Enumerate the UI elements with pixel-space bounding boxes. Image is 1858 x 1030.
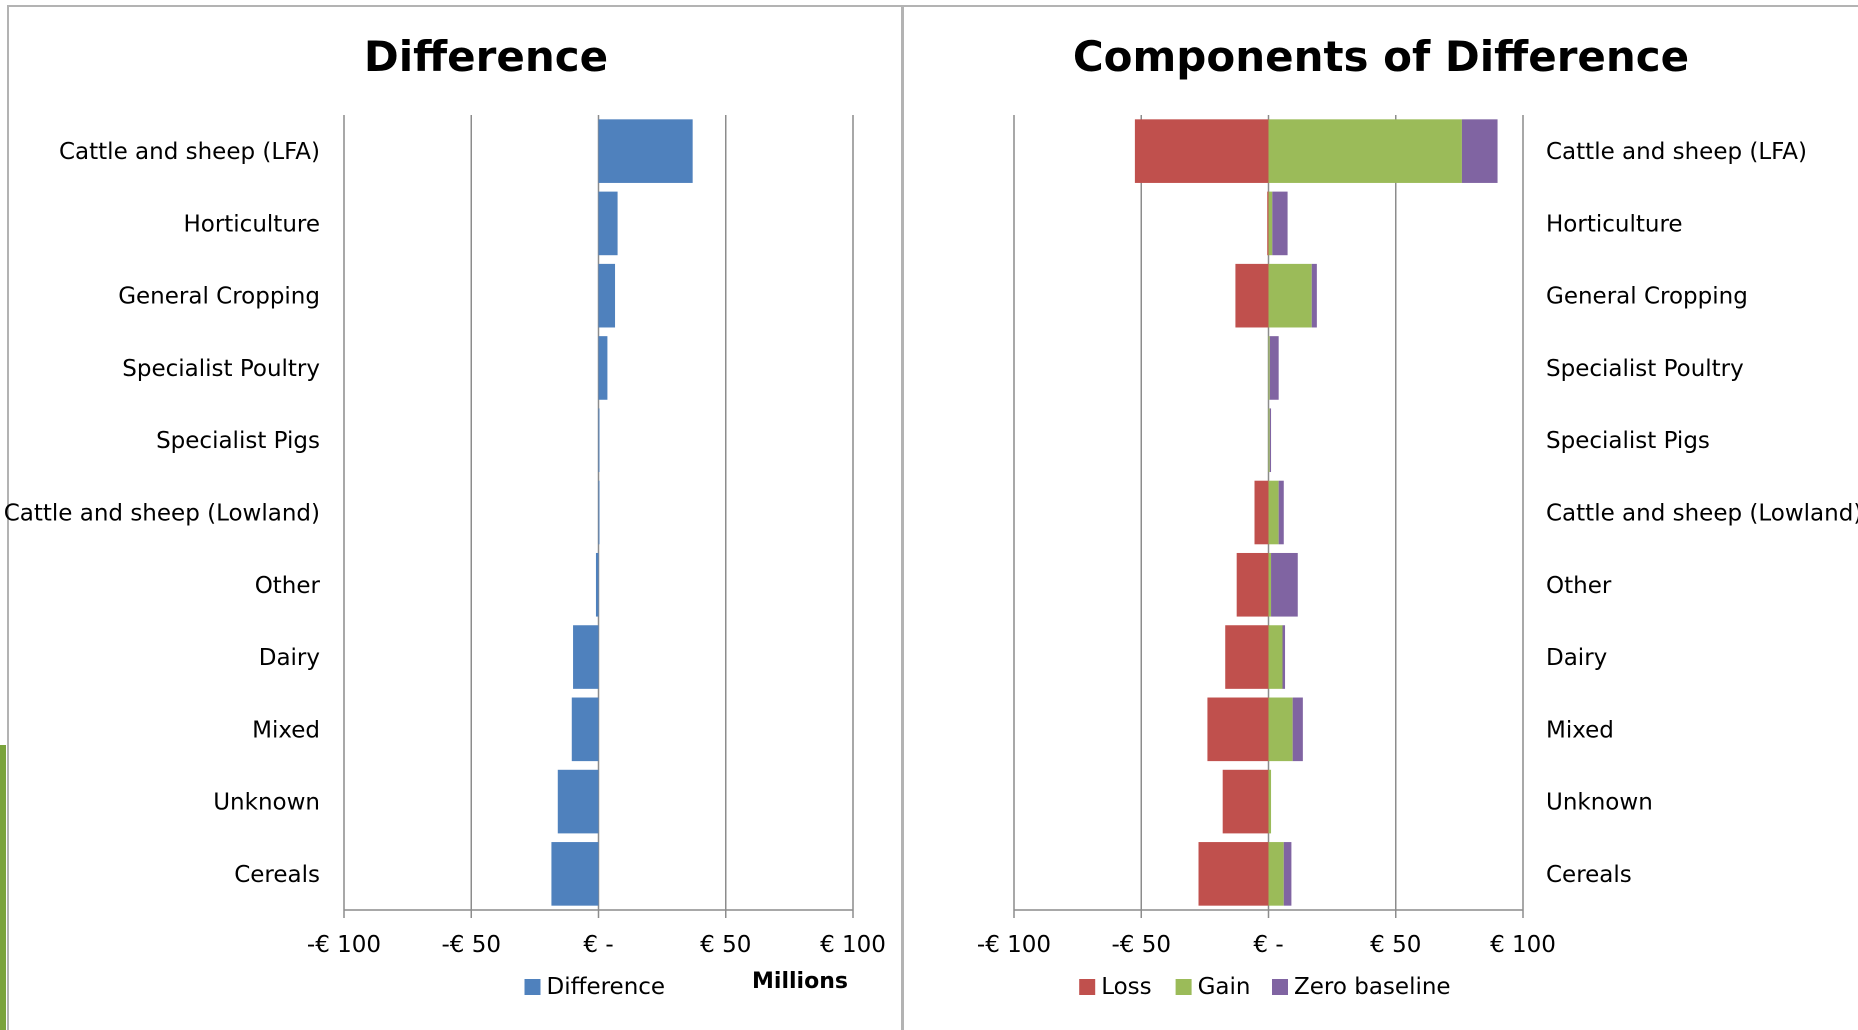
category-label-other: Other xyxy=(255,573,321,599)
legend-label-gain: Gain xyxy=(1198,974,1251,1000)
bar-difference-other xyxy=(595,552,599,617)
category-label-cattle-and-sheep-lfa: Cattle and sheep (LFA) xyxy=(59,139,320,165)
components-chart: Components of Difference -€ 100 -€ 50 € - € … xyxy=(977,32,1858,1000)
bar-loss-cereals xyxy=(1198,842,1269,906)
bar-difference-specialist-pigs xyxy=(598,408,600,473)
category-label-cereals: Cereals xyxy=(1546,862,1632,888)
chart-title: Components of Difference xyxy=(1073,32,1689,81)
x-tick-label: -€ 100 xyxy=(977,932,1051,958)
bar-loss-mixed xyxy=(1207,697,1269,762)
category-label-mixed: Mixed xyxy=(1546,717,1614,743)
x-tick-label: € 50 xyxy=(700,932,751,958)
bar-gain-dairy xyxy=(1268,625,1283,689)
bar-zero-baseline-mixed xyxy=(1292,697,1303,762)
legend-label-difference: Difference xyxy=(547,974,666,1000)
category-label-cattle-and-sheep-lfa: Cattle and sheep (LFA) xyxy=(1546,139,1807,165)
bar-zero-baseline-cattle-and-sheep-lowland xyxy=(1278,480,1284,545)
bar-zero-baseline-horticulture xyxy=(1272,191,1288,256)
x-tick-label: € - xyxy=(1253,932,1283,958)
category-label-other: Other xyxy=(1546,573,1612,599)
left-edge-decoration xyxy=(0,745,6,1030)
bar-difference-mixed xyxy=(571,697,599,762)
bar-gain-horticulture xyxy=(1268,191,1273,256)
category-label-specialist-pigs: Specialist Pigs xyxy=(1546,428,1710,454)
category-label-unknown: Unknown xyxy=(1546,790,1653,816)
bar-zero-baseline-specialist-poultry xyxy=(1269,336,1279,400)
legend-swatch-difference xyxy=(524,979,541,995)
bar-loss-other xyxy=(1236,552,1269,617)
x-tick-label: -€ 50 xyxy=(1111,932,1171,958)
bar-difference-specialist-poultry xyxy=(598,336,608,400)
left-panel-frame xyxy=(7,5,903,1030)
bar-gain-other xyxy=(1268,552,1272,617)
category-label-cereals: Cereals xyxy=(234,862,320,888)
category-label-unknown: Unknown xyxy=(213,790,320,816)
bar-loss-cattle-and-sheep-lfa xyxy=(1134,119,1269,183)
x-tick-label: -€ 50 xyxy=(441,932,501,958)
legend-swatch-loss xyxy=(1079,979,1096,995)
bar-loss-unknown xyxy=(1222,769,1269,834)
x-tick-label: -€ 100 xyxy=(307,932,381,958)
bar-gain-cattle-and-sheep-lfa xyxy=(1268,119,1462,183)
bar-loss-cattle-and-sheep-lowland xyxy=(1254,480,1269,545)
bar-difference-cattle-and-sheep-lfa xyxy=(598,119,693,183)
bar-difference-unknown xyxy=(557,769,599,834)
category-label-dairy: Dairy xyxy=(259,645,320,671)
bar-gain-mixed xyxy=(1268,697,1293,762)
bar-difference-horticulture xyxy=(598,191,618,256)
difference-chart: Difference -€ 100 -€ 50 € - € 50 € 100 Cattle … xyxy=(4,32,886,1000)
legend-swatch-gain xyxy=(1175,979,1192,995)
category-label-specialist-pigs: Specialist Pigs xyxy=(156,428,320,454)
category-label-cattle-and-sheep-lowland: Cattle and sheep (Lowland) xyxy=(4,501,320,527)
category-label-specialist-poultry: Specialist Poultry xyxy=(1546,356,1744,382)
category-label-specialist-poultry: Specialist Poultry xyxy=(122,356,320,382)
bar-zero-baseline-other xyxy=(1271,552,1298,617)
x-tick-label: € 50 xyxy=(1370,932,1421,958)
category-label-general-cropping: General Cropping xyxy=(118,284,320,310)
category-label-cattle-and-sheep-lowland: Cattle and sheep (Lowland) xyxy=(1546,501,1858,527)
bar-gain-specialist-pigs xyxy=(1268,408,1270,473)
bar-zero-baseline-specialist-pigs xyxy=(1269,408,1272,473)
bar-zero-baseline-cereals xyxy=(1283,842,1292,906)
bar-gain-specialist-poultry xyxy=(1268,336,1270,400)
bar-gain-unknown xyxy=(1268,769,1272,834)
bar-gain-cattle-and-sheep-lowland xyxy=(1268,480,1279,545)
category-label-horticulture: Horticulture xyxy=(1546,211,1683,237)
x-tick-label: € 100 xyxy=(1490,932,1556,958)
bar-loss-general-cropping xyxy=(1235,263,1269,328)
category-label-mixed: Mixed xyxy=(252,717,320,743)
bar-zero-baseline-dairy xyxy=(1282,625,1286,689)
legend-label-zero-baseline: Zero baseline xyxy=(1294,974,1451,1000)
bar-difference-cereals xyxy=(551,842,599,906)
legend-label-loss: Loss xyxy=(1101,974,1151,1000)
bar-gain-cereals xyxy=(1268,842,1284,906)
bar-difference-cattle-and-sheep-lowland xyxy=(598,480,600,545)
bar-loss-dairy xyxy=(1225,625,1269,689)
bar-difference-dairy xyxy=(573,625,599,689)
legend-swatch-zero-baseline xyxy=(1272,979,1288,995)
chart-title: Difference xyxy=(364,32,608,81)
category-label-general-cropping: General Cropping xyxy=(1546,284,1748,310)
bar-zero-baseline-cattle-and-sheep-lfa xyxy=(1461,119,1498,183)
bar-zero-baseline-general-cropping xyxy=(1311,263,1317,328)
x-axis-unit-label: Millions xyxy=(752,969,848,994)
category-label-dairy: Dairy xyxy=(1546,645,1607,671)
bar-gain-general-cropping xyxy=(1268,263,1312,328)
bar-difference-general-cropping xyxy=(598,263,616,328)
x-tick-label: € 100 xyxy=(820,932,886,958)
x-tick-label: € - xyxy=(583,932,613,958)
category-label-horticulture: Horticulture xyxy=(183,211,320,237)
bar-loss-horticulture xyxy=(1267,191,1269,256)
